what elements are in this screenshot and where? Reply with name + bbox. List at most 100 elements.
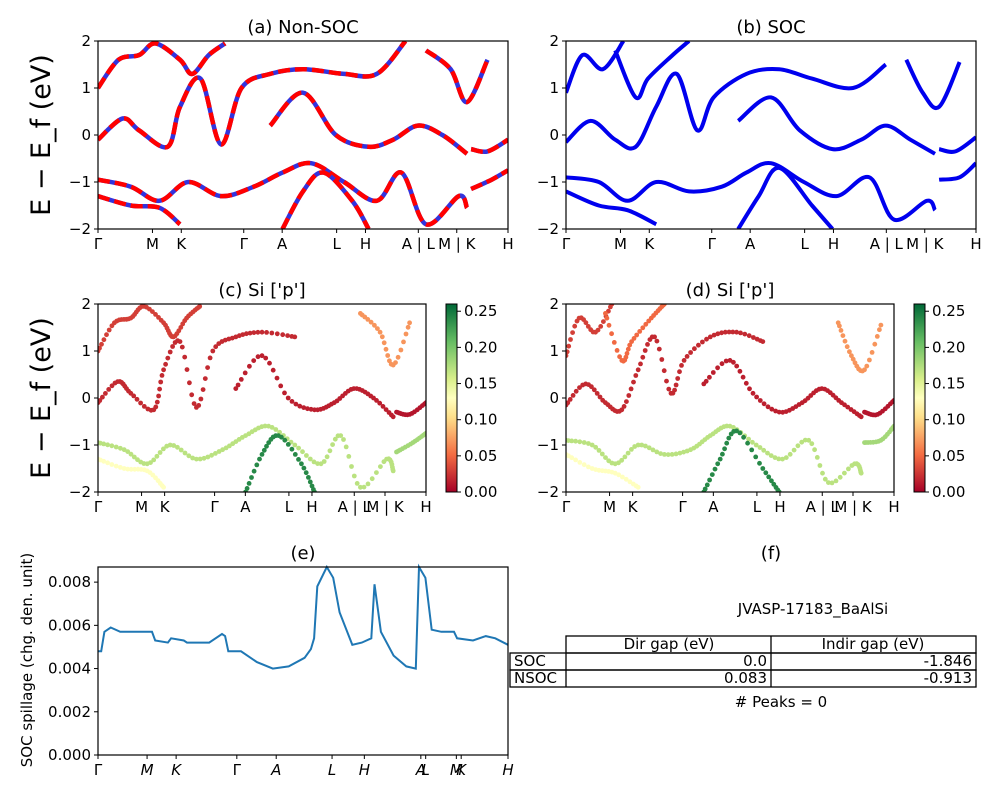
band-point <box>150 309 155 314</box>
x-tick-label: Γ <box>94 235 103 253</box>
band-point <box>640 354 646 360</box>
band-point <box>131 393 137 399</box>
x-tick-label: Γ <box>678 498 687 516</box>
band-point <box>867 357 872 363</box>
band-point <box>244 486 250 491</box>
band-line <box>904 58 962 110</box>
y-tick-label: 0.002 <box>48 703 91 721</box>
band-point <box>595 327 601 333</box>
band-point <box>577 460 583 465</box>
band-point <box>244 331 249 337</box>
band-point <box>200 387 206 392</box>
band-point <box>783 455 789 460</box>
band-point <box>643 443 648 449</box>
band-point <box>760 466 766 471</box>
plot-area <box>98 41 508 229</box>
x-tick-label: K <box>171 761 182 779</box>
band-point <box>210 348 216 354</box>
band-point <box>167 349 173 355</box>
band-point <box>722 329 728 335</box>
band-point <box>634 332 640 338</box>
panel-f-gap-table: JVASP-17183_BaAlSi Dir gap (eV) Indir ga… <box>509 600 977 711</box>
x-tick-label: A <box>240 498 251 516</box>
band-point <box>625 450 631 456</box>
band-point <box>617 354 622 360</box>
band-point <box>191 401 197 406</box>
band-point <box>377 400 383 406</box>
band-point <box>131 454 137 460</box>
y-tick-label: −2 <box>69 483 91 501</box>
x-tick-label: M <box>135 498 148 516</box>
band-point <box>365 317 371 322</box>
band-point <box>259 452 265 457</box>
colorbar-tick-label: 0.15 <box>932 375 965 393</box>
band-point <box>269 330 275 336</box>
band-line <box>566 189 658 227</box>
band-point <box>802 437 808 443</box>
band-point <box>205 454 211 460</box>
y-tick-label: 2 <box>81 32 91 50</box>
x-tick-label: Γ <box>233 761 242 779</box>
x-tick-label: L <box>800 235 809 253</box>
x-tick-label: A | L <box>402 235 436 253</box>
band-point <box>161 446 166 452</box>
band-point <box>128 466 134 472</box>
band-point <box>154 399 160 405</box>
band-point <box>623 476 629 482</box>
band-point <box>656 346 662 352</box>
band-point <box>757 460 762 466</box>
band-point <box>812 447 817 453</box>
band-point <box>604 315 610 321</box>
band-point <box>207 355 213 361</box>
axes-frame <box>97 40 509 230</box>
x-tick-label: M | K <box>366 498 405 516</box>
band-point <box>730 329 736 335</box>
colorbar-tick-label: 0.10 <box>932 411 965 429</box>
x-tick-label: Γ <box>562 498 571 516</box>
y-tick-label: 0 <box>81 389 91 407</box>
x-tick-label: M | K <box>438 235 477 253</box>
x-tick-label: H <box>306 498 317 516</box>
band-point <box>113 444 119 450</box>
band-point <box>703 378 709 384</box>
band-point <box>643 321 649 327</box>
band-point <box>269 425 275 430</box>
band-point <box>301 465 307 471</box>
band-point <box>624 351 630 356</box>
band-point <box>753 454 759 460</box>
y-tick-label: 0 <box>81 126 91 144</box>
band-point <box>233 386 239 391</box>
band-point <box>776 456 782 462</box>
band-line <box>736 95 936 156</box>
band-point <box>829 480 835 486</box>
colorbar-tick-label: 0.10 <box>464 411 497 429</box>
band-point <box>776 409 782 415</box>
band-point <box>858 414 864 420</box>
band-point <box>569 438 575 444</box>
band-point <box>814 455 820 460</box>
x-tick-label: K <box>628 498 639 516</box>
y-tick-label: −1 <box>537 436 559 454</box>
band-point <box>717 456 723 462</box>
band-point <box>626 393 632 398</box>
band-point <box>746 333 752 339</box>
band-point <box>846 466 851 472</box>
table-row-nsoc <box>509 669 977 688</box>
band-line-dashed <box>98 41 408 150</box>
band-point <box>720 451 725 457</box>
band-point <box>623 354 629 360</box>
band-point <box>606 322 612 328</box>
band-point <box>692 346 697 352</box>
band-point <box>675 376 681 381</box>
y-tick-label: 0.006 <box>48 616 91 634</box>
panel-e-title: (e) <box>290 543 315 564</box>
x-tick-label: L <box>421 761 429 779</box>
band-point <box>254 462 260 468</box>
band-point <box>264 330 269 335</box>
band-point <box>589 384 594 390</box>
band-point <box>292 452 298 457</box>
band-point <box>664 378 669 384</box>
band-point <box>877 327 882 333</box>
band-point <box>761 401 767 407</box>
x-tick-label: L <box>328 761 336 779</box>
